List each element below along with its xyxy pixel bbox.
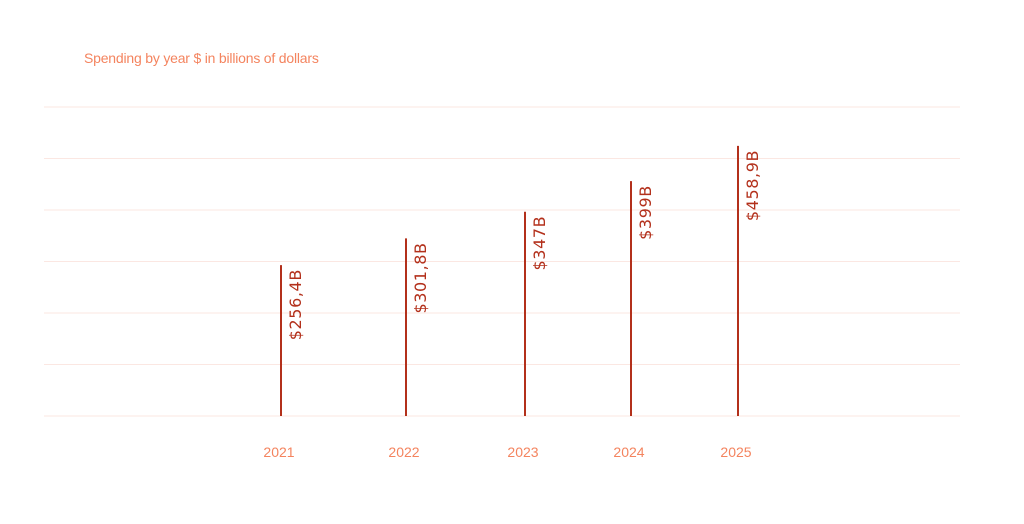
value-label-2024: $399B [636,185,655,240]
value-label-2023: $347B [530,216,549,271]
x-tick-label-2022: 2022 [388,444,419,460]
value-label-2025: $458,9B [743,150,762,221]
x-tick-label-2025: 2025 [720,444,751,460]
value-label-2022: $301,8B [411,242,430,313]
value-labels: $256,4B $301,8B $347B $399B $458,9B [286,150,762,340]
value-label-2021: $256,4B [286,269,305,340]
bars [280,145,739,416]
x-axis-labels: 2021 2022 2023 2024 2025 [263,444,751,460]
x-tick-label-2021: 2021 [263,444,294,460]
grid-lines [44,106,960,417]
x-tick-label-2023: 2023 [507,444,538,460]
x-tick-label-2024: 2024 [613,444,644,460]
chart-title: Spending by year $ in billions of dollar… [84,50,319,66]
